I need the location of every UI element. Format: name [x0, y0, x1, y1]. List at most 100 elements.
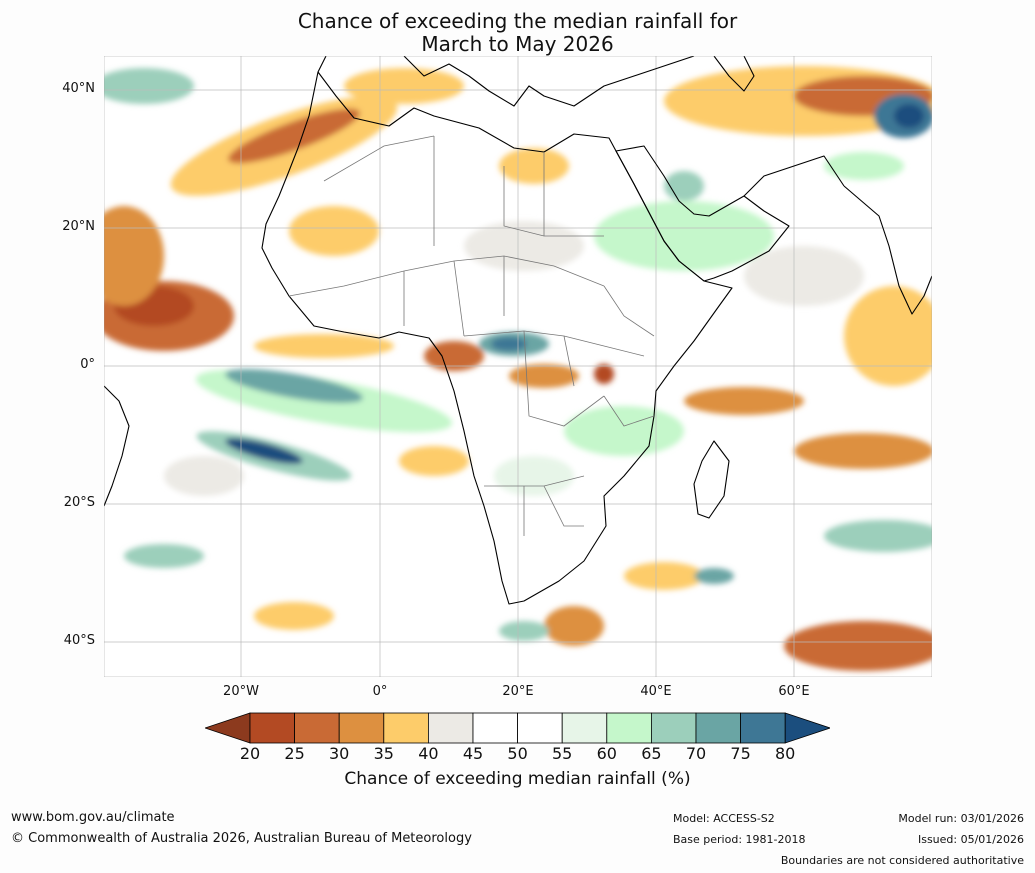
lat-label-20n: 20°N	[62, 219, 95, 234]
rainfall-anomaly-shading	[104, 66, 932, 671]
normal-region-south-atlantic	[164, 456, 244, 496]
wet-core-iran	[894, 104, 924, 128]
dry-region-south-atlantic	[399, 446, 469, 476]
dry-region-sahel-west	[289, 206, 379, 256]
colorbar-tick-label: 55	[552, 744, 573, 763]
wet-core-south-atlantic	[225, 438, 303, 464]
colorbar-cell	[695, 712, 741, 744]
caspian-coastline	[713, 56, 755, 92]
lat-label-20s: 20°S	[63, 495, 95, 510]
coastlines	[104, 56, 932, 605]
dry-region-iberia	[344, 68, 464, 104]
dry-region-central-africa	[509, 364, 579, 388]
colorbar-tick-label: 65	[641, 744, 662, 763]
wet-region-south-of-cape	[499, 621, 549, 641]
colorbar-arrow-low	[205, 712, 251, 744]
colorbar-tick-label: 20	[239, 744, 261, 763]
colorbar-tick-label: 75	[730, 744, 751, 763]
wet-spot-indian-ocean	[694, 568, 734, 584]
colorbar-cell	[472, 712, 518, 744]
lat-label-0: 0°	[80, 357, 95, 372]
gridlines	[104, 56, 932, 677]
footer-copyright: © Commonwealth of Australia 2026, Austra…	[11, 831, 472, 846]
colorbar-tick-label: 50	[507, 744, 528, 763]
dry-region-south-of-africa	[544, 606, 604, 646]
wet-region-south-atlantic-west	[124, 544, 204, 568]
colorbar-tick-label: 80	[775, 744, 796, 763]
wet-core-congo	[491, 337, 527, 351]
footer-disclaimer: Boundaries are not considered authoritat…	[780, 854, 1024, 867]
colorbar-arrow-high	[784, 712, 830, 744]
dry-region-southern-ocean	[784, 621, 932, 671]
colorbar-cell	[338, 712, 385, 744]
wet-region-north-atlantic	[104, 68, 194, 104]
footer-model: Model: ACCESS-S2	[673, 812, 775, 825]
border-southern-africa	[484, 475, 585, 536]
dry-region-arabian-sea	[844, 286, 932, 386]
colorbar-tick-label: 70	[685, 744, 707, 763]
dry-region-indian-ocean-west	[684, 387, 804, 415]
dry-region-central-africa-west	[424, 341, 484, 371]
colorbar-cell	[427, 712, 474, 744]
lat-label-40n: 40°N	[62, 81, 95, 96]
colorbar-tick-label: 25	[284, 744, 305, 763]
colorbar-cell	[383, 712, 429, 744]
india-coastline	[843, 185, 932, 315]
country-borders	[288, 135, 655, 536]
wet-region-southern-africa	[494, 456, 574, 496]
lon-label-20w: 20°W	[223, 684, 259, 699]
normal-region-arabian-sea	[744, 246, 864, 306]
wet-core-equatorial-atlantic	[225, 369, 363, 403]
colorbar-cell	[249, 712, 295, 744]
footer-url: www.bom.gov.au/climate	[11, 810, 175, 825]
colorbar-tick-label: 45	[462, 744, 484, 763]
colorbar-tick-label: 30	[329, 744, 350, 763]
africa-coastline	[261, 71, 733, 605]
arabia-coastline	[615, 145, 790, 282]
border-east-africa	[603, 285, 655, 427]
border-sahel	[288, 255, 605, 337]
colorbar-cell	[517, 712, 563, 744]
dry-region-mozambique-channel	[624, 562, 704, 590]
rainfall-map	[104, 56, 932, 677]
colorbar-cell	[561, 712, 608, 744]
europe-coastline	[317, 56, 695, 107]
wet-region-arabia	[594, 201, 774, 271]
chart-title: Chance of exceeding the median rainfall …	[0, 10, 1035, 56]
madagascar-coastline	[693, 440, 730, 519]
lon-label-0: 0°	[372, 684, 388, 699]
wet-region-south-asia	[824, 152, 904, 180]
dry-spot-lake-victoria	[594, 364, 614, 384]
footer-base-period: Base period: 1981-2018	[673, 833, 806, 846]
wet-region-indian-ocean-south	[824, 520, 932, 552]
persian-gulf-coastline	[743, 155, 845, 197]
dry-region-far-west	[104, 206, 164, 306]
dry-region-indian-ocean-east	[794, 433, 932, 469]
colorbar-tick-label: 40	[418, 744, 439, 763]
lat-label-40s: 40°S	[63, 633, 95, 648]
border-north-africa	[323, 135, 604, 246]
dry-region-gulf-guinea	[254, 334, 394, 358]
wet-region-east-africa	[564, 406, 684, 456]
colorbar-cell	[650, 712, 697, 744]
lon-label-20e: 20°E	[502, 684, 534, 699]
colorbar	[205, 712, 830, 744]
footer-issued: Issued: 05/01/2026	[917, 833, 1024, 846]
colorbar-cell	[294, 712, 340, 744]
dry-region-libya	[499, 148, 569, 184]
dry-core-north-atlantic	[228, 108, 360, 164]
normal-region-sahara	[464, 221, 584, 271]
border-central-africa	[463, 330, 605, 427]
dry-region-south-atlantic-far	[254, 602, 334, 630]
title-line-1: Chance of exceeding the median rainfall …	[297, 9, 738, 33]
lon-label-60e: 60°E	[778, 684, 810, 699]
lon-label-40e: 40°E	[640, 684, 672, 699]
colorbar-tick-label: 35	[373, 744, 394, 763]
title-line-2: March to May 2026	[421, 32, 614, 56]
colorbar-cell	[740, 712, 786, 744]
colorbar-tick-label: 60	[596, 744, 617, 763]
footer-model-run: Model run: 03/01/2026	[898, 812, 1024, 825]
colorbar-label: Chance of exceeding median rainfall (%)	[344, 769, 691, 789]
colorbar-cell	[606, 712, 652, 744]
south-america-coastline	[104, 385, 130, 507]
